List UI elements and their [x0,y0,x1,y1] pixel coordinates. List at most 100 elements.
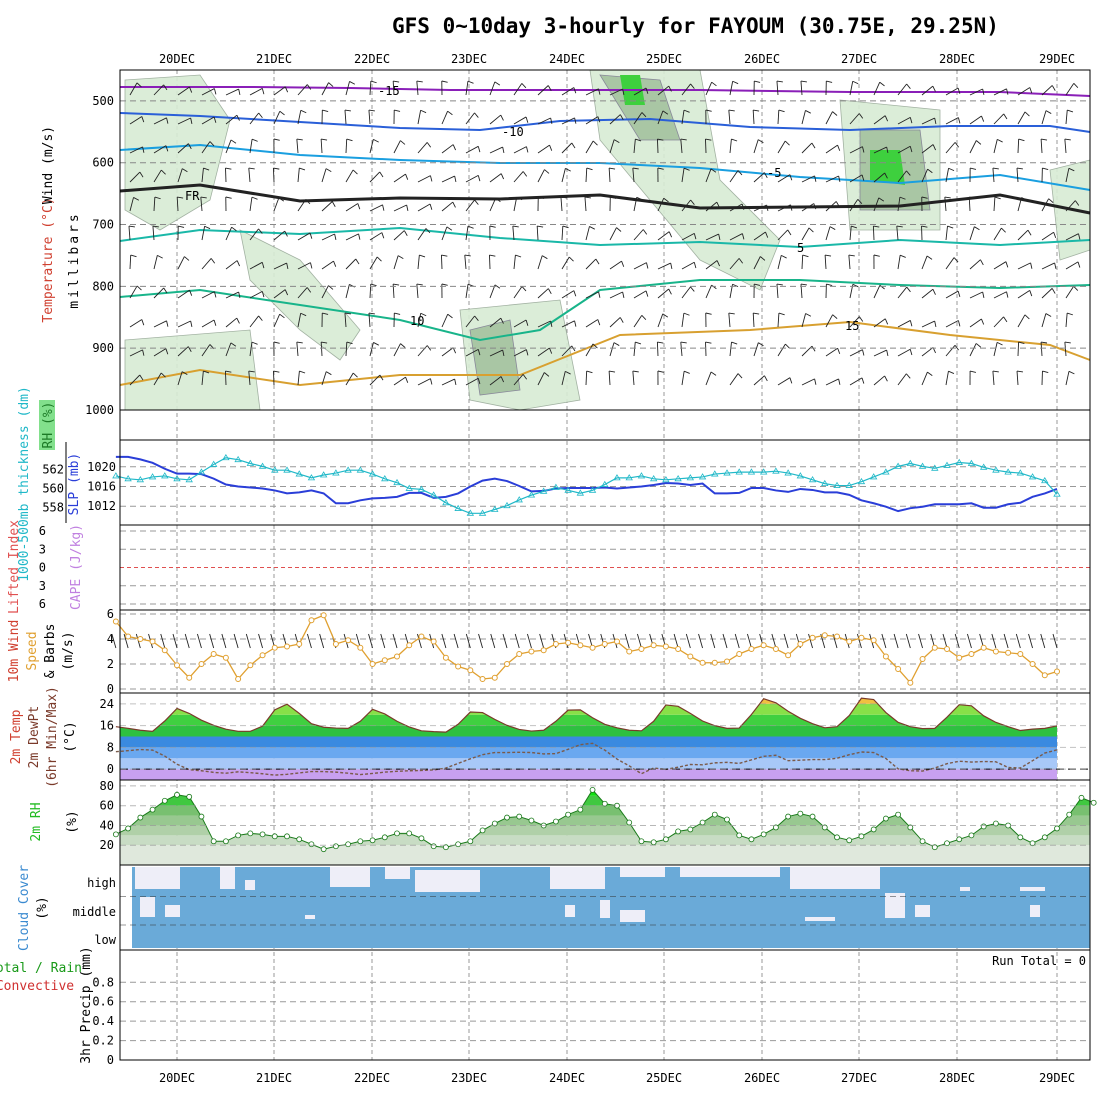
wind-barb-flag [711,81,717,87]
rh-point [980,823,987,830]
thickness-point [332,469,340,476]
wind-speed-point [626,648,633,655]
rh-point [369,837,376,844]
wind-barb [272,167,275,183]
rh-point [430,843,437,850]
temperature-tick: 24 [100,697,114,711]
wind-barb-flag [128,225,135,228]
thickness-point [112,472,120,479]
thickness-point [955,458,963,465]
thickness-point [759,468,768,475]
wind-barb [633,315,643,328]
rh-tick: 60 [100,799,114,813]
rh-point [259,831,266,838]
wind-barb [129,197,134,212]
wind-barb [197,633,202,649]
wind-barb [129,82,138,96]
wind-barb-flag [838,378,841,385]
wind-barb [848,255,851,270]
isotherm-label: -5 [767,166,781,180]
wind-barb [177,86,190,96]
wind-barb [945,226,948,241]
temperature-ylabel: (°C) [63,721,78,752]
wind-barb-flag [592,140,598,146]
wind-barb-flag [188,143,192,150]
wind-barb-flag [1027,229,1032,236]
wind-barb-flag [213,319,217,326]
wind-barb-flag [574,320,577,327]
wind-barb-flag [1073,83,1079,89]
cloud-gap [245,880,255,890]
wind-barb-flag [284,230,288,237]
wind-barb [248,168,251,183]
wind-barb [177,289,190,299]
wind-barb [897,320,911,328]
wind-barb-flag [584,196,591,199]
bottom-date-label: 29DEC [1039,1071,1075,1085]
wind-barb [1041,313,1047,328]
wind-barb-flag [358,233,361,240]
wind-barb-flag [333,260,337,267]
wind-barb-flag [526,146,529,153]
wind-barb-flag [547,288,552,295]
wind-barb-flag [861,174,865,181]
thickness-point [503,501,511,509]
thickness-point [784,469,792,476]
wind-barb-flag [862,146,865,153]
thickness-point [283,466,291,473]
bottom-date-label: 24DEC [549,1071,585,1085]
wind-barb [369,204,383,212]
wind-barb [513,116,527,125]
wind-barb-flag [657,370,664,373]
thickness-point [967,459,976,466]
top-date-label: 28DEC [939,52,975,66]
rh-point [222,838,229,845]
wind-barb-flag [500,376,505,383]
wind-barb-flag [899,254,906,258]
wind-barb-flag [742,233,745,240]
wind-barb [249,197,253,212]
wind-barb-flag [835,201,840,207]
wind-barb [177,117,191,125]
isotherm-line [119,320,1091,387]
rh-point [1005,822,1012,829]
wind-barb [201,344,211,357]
wind-barb-flag [500,317,504,324]
wind-barb-flag [948,370,955,374]
wind-barb [608,167,611,183]
wind-barb [993,316,1004,328]
wind-speed-point [418,633,425,640]
wind-speed-point [552,641,559,647]
rh-point [418,835,425,842]
wind-barb [249,87,263,96]
bottom-date-label: 28DEC [939,1071,975,1085]
wind-barb-flag [321,138,328,141]
wind-barb [945,87,959,96]
wind-speed-point [369,661,376,667]
wind-barb-flag [1067,109,1074,113]
wind-barb-flag [705,138,712,141]
wind-barb [225,114,238,125]
wind-barb [1052,633,1058,649]
wind-barb-flag [157,254,163,259]
wind-barb-flag [635,138,642,142]
wind-barb-flag [595,258,600,265]
thickness-point [185,476,193,483]
wind-barb [1017,262,1031,270]
wind-barb [177,371,183,386]
thickness-point [1028,473,1037,480]
wind-barb-flag [547,85,552,91]
wind-barb-flag [273,138,280,141]
wind-speed-point [650,642,657,649]
bottom-date-label: 20DEC [159,1071,195,1085]
rh-point [125,825,132,832]
wind-barb-flag [668,231,673,238]
wind-barb [128,226,131,241]
wind-barb-flag [609,370,616,373]
wind-barb-flag [980,259,984,266]
wind-speed-point [589,644,596,651]
rh-band [120,805,1090,816]
wind-barb [297,287,308,299]
wind-barb-flag [642,229,648,235]
wind-barb [681,110,685,125]
